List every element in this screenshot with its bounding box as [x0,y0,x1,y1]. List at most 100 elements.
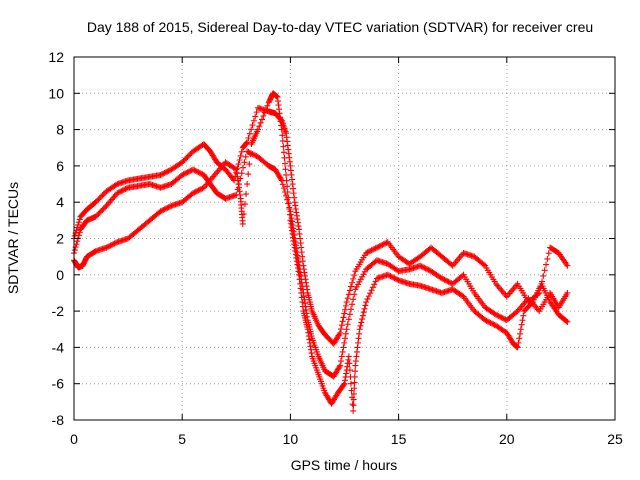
data-point [564,289,571,296]
y-tick-label: 12 [48,49,64,65]
data-point [187,151,194,158]
data-point [528,300,535,307]
data-point [388,273,395,280]
data-point [242,153,249,160]
data-point [337,358,344,365]
data-point [263,106,270,113]
data-point [95,196,102,203]
data-point [279,181,286,188]
data-point [339,318,346,325]
data-point [338,353,345,360]
data-point [495,313,502,320]
data-point [280,185,287,192]
data-point [359,316,366,323]
data-point [350,396,357,403]
data-point [183,155,190,162]
data-point [346,367,353,374]
data-point [92,213,99,220]
data-point [362,302,369,309]
data-point [358,319,365,326]
data-point [256,123,263,130]
y-tick-label: 8 [56,122,64,138]
data-point [261,109,268,116]
data-point [244,148,251,155]
data-point [240,210,247,217]
data-point [161,206,168,213]
data-point [459,292,466,299]
x-tick-label: 10 [283,431,299,447]
x-tick-label: 5 [178,431,186,447]
data-point [250,117,257,124]
data-point [349,301,356,308]
data-point [487,319,494,326]
data-point [157,208,164,215]
data-point [371,245,378,252]
data-point [345,316,352,323]
data-point [254,126,261,133]
data-point [515,339,522,346]
data-point [198,170,205,177]
data-point [520,312,527,319]
data-point [121,186,128,193]
data-point [480,261,487,268]
x-tick-label: 25 [607,431,623,447]
data-point [190,166,197,173]
data-point [252,113,259,120]
data-point [490,321,497,328]
data-point [71,247,78,254]
data-point [181,156,188,163]
data-point [165,204,172,211]
y-tick-label: 0 [56,267,64,283]
data-point [244,139,251,146]
data-point [517,330,524,337]
data-point [99,206,106,213]
y-tick-label: -2 [52,303,65,319]
data-point [444,278,451,285]
y-tick-label: -8 [52,412,65,428]
data-point [375,243,382,250]
data-point [484,318,491,325]
data-point [195,187,202,194]
data-point [161,169,168,176]
data-point [185,168,192,175]
data-point [563,318,570,325]
data-point [195,169,202,176]
data-point [442,277,449,284]
data-point [544,255,551,262]
data-point [421,264,428,271]
data-point [76,229,83,236]
data-point [277,176,284,183]
data-point [278,126,285,133]
data-point [518,321,525,328]
data-point [122,186,129,193]
x-axis-label: GPS time / hours [291,457,398,473]
data-point [365,248,372,255]
data-point [386,272,393,279]
data-point [383,239,390,246]
data-point [245,134,252,141]
data-point [483,317,490,324]
data-point [350,402,357,409]
data-point [459,272,466,279]
data-point [344,295,351,302]
data-point [280,149,287,156]
data-point [380,241,387,248]
data-point [167,203,174,210]
data-point [164,204,171,211]
data-point [258,116,265,123]
data-point [379,241,386,248]
data-point [112,181,119,188]
data-point [103,244,110,251]
data-point [160,170,167,177]
data-point [341,339,348,346]
data-point [192,188,199,195]
data-point [346,311,353,318]
data-point [99,192,106,199]
data-point [279,132,286,139]
data-point [249,122,256,129]
data-point [419,264,426,271]
data-point [345,353,352,360]
data-point [102,204,109,211]
data-point [339,348,346,355]
chart-title: Day 188 of 2015, Sidereal Day-to-day VTE… [87,19,593,35]
